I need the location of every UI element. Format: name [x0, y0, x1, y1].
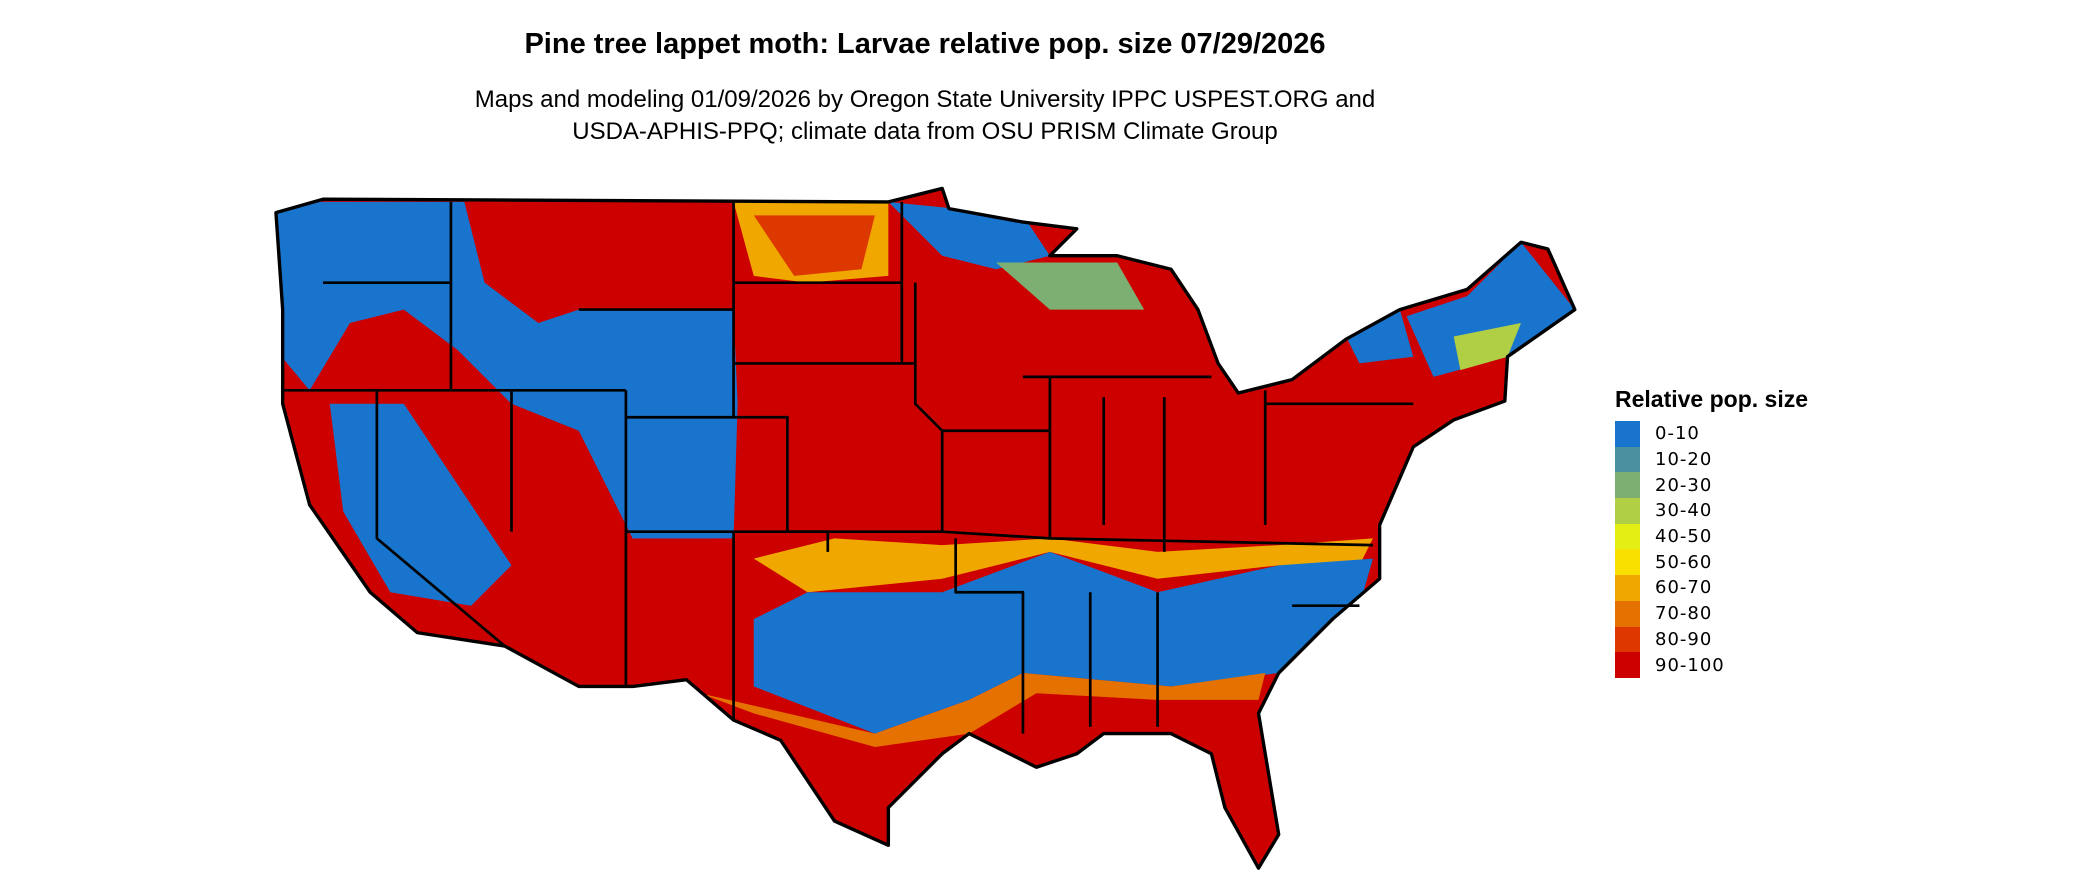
legend-item: 40-50 — [1615, 523, 1808, 550]
legend-item: 30-40 — [1615, 498, 1808, 524]
legend-item: 70-80 — [1615, 600, 1808, 627]
legend-swatch — [1615, 549, 1640, 576]
legend-swatch — [1615, 446, 1640, 473]
legend-label: 60-70 — [1655, 577, 1713, 599]
legend-swatch — [1615, 600, 1640, 627]
legend-swatch — [1615, 575, 1640, 601]
legend-item: 50-60 — [1615, 549, 1808, 576]
legend-label: 80-90 — [1655, 628, 1713, 650]
legend-item: 80-90 — [1615, 626, 1808, 653]
population-zone — [1406, 242, 1575, 377]
population-zone — [996, 262, 1145, 310]
legend-label: 40-50 — [1655, 526, 1713, 548]
legend-item: 60-70 — [1615, 575, 1808, 601]
population-zone — [1346, 309, 1414, 364]
legend-swatch — [1615, 652, 1640, 678]
legend: Relative pop. size 0-10 10-20 20-30 30-40 40… — [1615, 386, 1808, 678]
legend-label: 0-10 — [1655, 423, 1700, 445]
population-zone — [592, 444, 714, 539]
population-zone — [699, 673, 1266, 748]
legend-swatch — [1615, 421, 1640, 447]
legend-label: 70-80 — [1655, 603, 1713, 625]
legend-title: Relative pop. size — [1615, 386, 1809, 412]
map-subtitle-line2: USDA-APHIS-PPQ; climate data from OSU PR… — [572, 118, 1278, 145]
legend-item: 90-100 — [1615, 652, 1808, 678]
population-zone — [329, 403, 512, 606]
population-zone — [753, 538, 1373, 593]
legend-swatch — [1615, 472, 1640, 499]
legend-label: 30-40 — [1655, 500, 1713, 522]
state-border — [625, 530, 830, 552]
legend-label: 50-60 — [1655, 551, 1713, 573]
legend-label: 90-100 — [1655, 654, 1725, 676]
legend-label: 10-20 — [1655, 449, 1713, 471]
legend-item: 10-20 — [1615, 446, 1808, 473]
legend-swatch — [1615, 523, 1640, 550]
legend-swatch — [1615, 498, 1640, 524]
population-zone — [753, 551, 1373, 734]
state-border — [913, 282, 944, 532]
state-border — [733, 415, 943, 534]
us-outline — [274, 186, 1577, 870]
legend-item: 20-30 — [1615, 472, 1808, 499]
legend-label: 20-30 — [1655, 474, 1713, 496]
map-subtitle-line1: Maps and modeling 01/09/2026 by Oregon S… — [474, 86, 1376, 113]
legend-swatch — [1615, 626, 1640, 653]
legend-item: 0-10 — [1615, 421, 1808, 447]
state-border — [375, 390, 506, 648]
state-border — [954, 538, 1025, 734]
map-title: Pine tree lappet moth: Larvae relative p… — [524, 28, 1326, 60]
population-zone — [1453, 323, 1521, 371]
